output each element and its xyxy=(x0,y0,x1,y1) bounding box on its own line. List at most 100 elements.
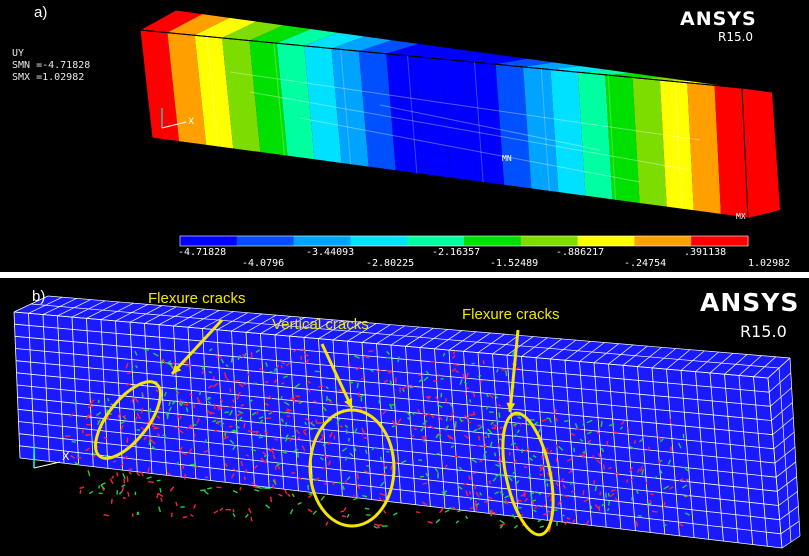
contour-band-front xyxy=(304,45,342,164)
crack-marker xyxy=(212,419,217,423)
crack-marker xyxy=(524,497,528,502)
crack-marker xyxy=(346,476,351,481)
crack-marker xyxy=(600,421,603,427)
crack-marker xyxy=(317,422,324,425)
legend-value: -2.80225 xyxy=(366,258,415,269)
legend-swatch xyxy=(691,236,749,246)
crack-marker xyxy=(148,480,154,484)
crack-marker xyxy=(280,382,285,385)
crack-marker xyxy=(619,426,624,430)
crack-marker xyxy=(465,515,469,520)
crack-marker xyxy=(307,494,313,499)
mesh-line-horizontal xyxy=(15,360,773,436)
ansys-logo-a: ANSYS xyxy=(680,8,757,30)
crack-marker xyxy=(205,397,211,401)
crack-marker xyxy=(610,489,616,492)
crack-marker xyxy=(198,390,202,396)
beam-outline-top xyxy=(138,9,773,93)
crack-marker xyxy=(228,405,234,408)
legend-value: -4.71828 xyxy=(178,247,227,258)
crack-marker xyxy=(315,419,318,424)
crack-marker xyxy=(126,383,131,386)
crack-marker xyxy=(450,412,455,417)
crack-marker xyxy=(638,438,643,443)
crack-marker xyxy=(657,435,662,441)
max-marker: MX xyxy=(736,212,746,221)
crack-marker xyxy=(534,504,538,510)
crack-marker xyxy=(361,430,365,436)
mesh-line-top xyxy=(30,303,780,369)
contour-band-front xyxy=(386,53,423,175)
crack-marker xyxy=(537,491,542,496)
crack-marker xyxy=(166,472,172,476)
crack-marker xyxy=(381,499,385,502)
crack-marker xyxy=(135,364,138,369)
crack-marker xyxy=(587,439,592,443)
crack-marker xyxy=(508,452,511,456)
crack-marker xyxy=(542,464,545,470)
crack-marker xyxy=(353,428,358,434)
crack-marker xyxy=(393,422,397,426)
crack-marker xyxy=(236,393,241,400)
crack-marker xyxy=(533,509,537,513)
crack-marker xyxy=(490,421,494,426)
crack-marker xyxy=(232,399,236,403)
crack-marker xyxy=(301,445,306,452)
crack-marker xyxy=(442,352,446,357)
crack-marker xyxy=(131,397,135,403)
crack-marker xyxy=(513,524,518,529)
crack-marker xyxy=(293,448,299,453)
crack-marker xyxy=(682,433,685,439)
crack-marker xyxy=(397,356,400,363)
crack-marker xyxy=(322,406,327,412)
crack-marker xyxy=(138,416,142,420)
crack-marker xyxy=(287,493,291,497)
legend-value: -3.44093 xyxy=(306,247,355,258)
crack-marker xyxy=(295,429,301,435)
crack-marker xyxy=(499,522,506,527)
crack-marker xyxy=(158,506,162,513)
crack-marker xyxy=(474,503,477,507)
crack-marker xyxy=(208,371,213,374)
crack-marker xyxy=(450,445,455,449)
mesh-line-end xyxy=(778,367,792,543)
crack-marker xyxy=(152,352,159,357)
crack-marker xyxy=(449,416,453,422)
crack-marker xyxy=(612,431,619,434)
stirrup-line xyxy=(540,68,550,192)
reinforcement-line xyxy=(379,104,601,151)
crack-marker xyxy=(472,392,476,398)
crack-marker xyxy=(641,469,645,476)
legend-swatch xyxy=(464,236,522,246)
axis-x-letter: X xyxy=(62,450,70,463)
crack-marker xyxy=(471,458,478,464)
ansys-logo-b: ANSYS xyxy=(700,288,800,317)
crack-marker xyxy=(647,446,650,451)
crack-marker xyxy=(636,468,640,473)
crack-marker xyxy=(482,360,485,365)
crack-marker xyxy=(539,525,545,528)
crack-marker xyxy=(107,397,110,402)
crack-marker xyxy=(185,425,191,430)
crack-marker xyxy=(174,426,180,429)
crack-marker xyxy=(278,493,283,497)
crack-marker xyxy=(512,422,519,427)
crack-marker xyxy=(355,366,361,371)
crack-marker xyxy=(122,473,126,480)
mesh-line-horizontal xyxy=(19,445,781,535)
crack-marker xyxy=(616,471,620,476)
crack-marker xyxy=(543,512,549,516)
crack-marker xyxy=(576,427,581,431)
crack-marker xyxy=(235,424,240,429)
min-marker: MN xyxy=(502,154,512,163)
crack-marker xyxy=(182,515,188,519)
crack-marker xyxy=(264,381,269,383)
contour-band-front xyxy=(194,35,234,149)
crack-marker xyxy=(270,448,275,454)
crack-marker xyxy=(496,474,501,477)
crack-marker xyxy=(539,468,543,472)
crack-marker xyxy=(180,401,185,407)
crack-marker xyxy=(264,402,270,406)
crack-marker xyxy=(519,422,522,426)
legend-frame xyxy=(179,235,749,247)
